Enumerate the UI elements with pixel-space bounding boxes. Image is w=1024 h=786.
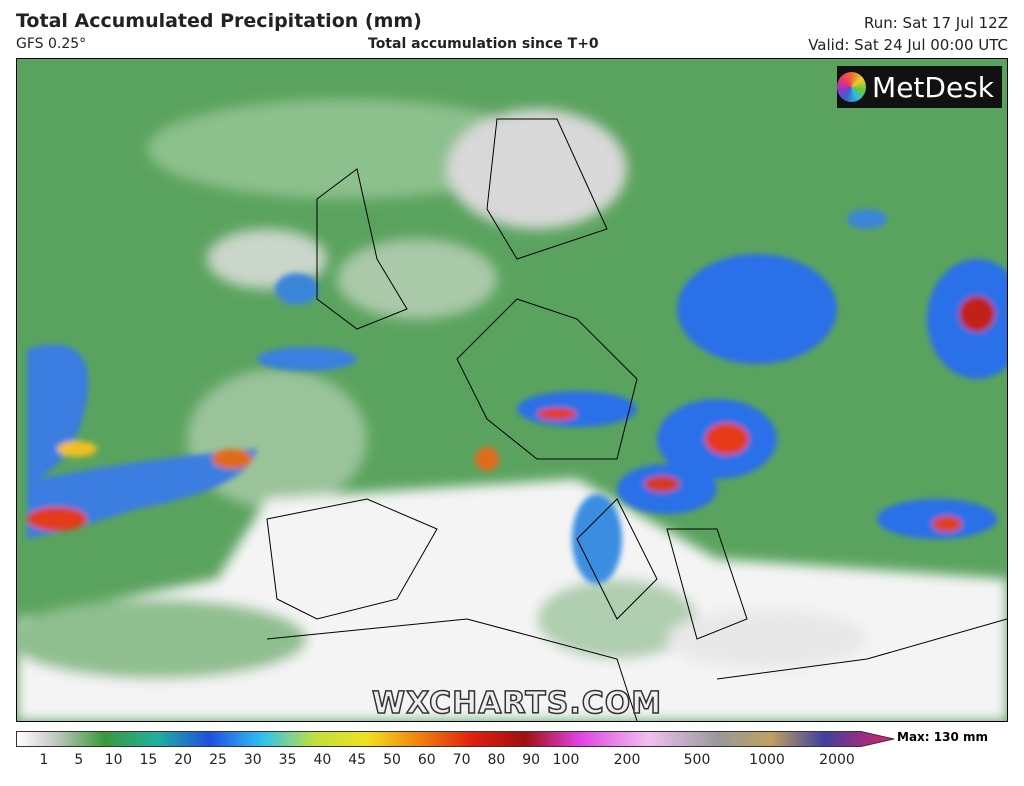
legend-tick-label: 35 — [278, 752, 297, 768]
legend-tick-label: 70 — [452, 752, 471, 768]
valid-time: Valid: Sat 24 Jul 00:00 UTC — [808, 36, 1008, 54]
color-scale — [16, 731, 895, 747]
legend-tick-label: 45 — [348, 752, 367, 768]
title: Total Accumulated Precipitation (mm) — [16, 10, 422, 32]
subtitle: Total accumulation since T+0 — [368, 36, 599, 52]
legend-tick-label: 25 — [209, 752, 227, 768]
max-value: Max: 130 mm — [897, 730, 988, 744]
legend-tick-label: 20 — [174, 752, 193, 768]
model: GFS 0.25° — [16, 36, 87, 52]
legend-tick-label: 40 — [313, 752, 332, 768]
legend-tick-label: 80 — [487, 752, 506, 768]
legend-tick-label: 10 — [104, 752, 123, 768]
legend-tick-label: 30 — [243, 752, 262, 768]
logo: MetDesk — [837, 66, 1002, 108]
legend-tick-label: 5 — [74, 752, 84, 768]
legend-tick-label: 500 — [683, 752, 711, 768]
legend-tick-label: 60 — [417, 752, 436, 768]
legend-tick-label: 1 — [39, 752, 49, 768]
legend-tick-label: 1000 — [749, 752, 785, 768]
precipitation-map — [16, 58, 1008, 722]
legend-tick-label: 15 — [139, 752, 158, 768]
legend-tick-label: 100 — [552, 752, 580, 768]
run-time: Run: Sat 17 Jul 12Z — [863, 14, 1008, 32]
watermark: WXCHARTS.COM — [371, 685, 663, 722]
legend-tick-label: 50 — [383, 752, 401, 768]
legend-tick-label: 200 — [613, 752, 641, 768]
legend-tick-label: 90 — [522, 752, 541, 768]
legend-tick-label: 2000 — [819, 752, 855, 768]
